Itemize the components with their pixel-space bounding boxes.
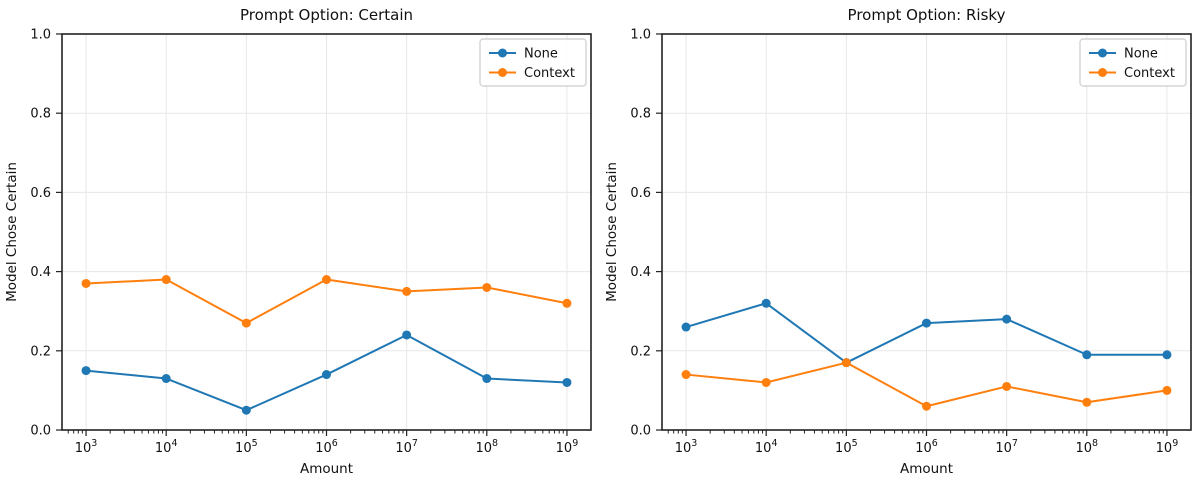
series-none: [681, 298, 1172, 368]
data-point-context: [841, 358, 851, 368]
x-tick-label: 104: [155, 438, 178, 456]
x-tick-label: 106: [915, 438, 938, 456]
series-context: [681, 358, 1172, 411]
data-point-context: [482, 282, 492, 292]
legend-label: None: [524, 47, 558, 62]
y-tick-label: 0.8: [630, 107, 651, 122]
data-point-none: [322, 370, 331, 380]
x-tick-label: 105: [835, 438, 858, 456]
x-tick-label: 109: [1156, 438, 1179, 456]
data-point-context: [1082, 397, 1092, 407]
y-tick-label: 0.0: [630, 424, 651, 439]
data-point-context: [241, 318, 251, 328]
y-tick-labels: 0.0 0.2 0.4 0.6 0.8 1.0: [30, 28, 51, 439]
data-point-none: [81, 366, 91, 376]
x-tick-label: 107: [395, 438, 418, 456]
y-tick-label: 0.6: [630, 186, 651, 201]
y-tick-label: 1.0: [630, 28, 651, 43]
x-tick-labels: 103 104 105 106 107 108 109: [675, 438, 1179, 456]
data-point-context: [761, 377, 771, 387]
plot-risky: 0.0 0.2 0.4 0.6 0.8 1.0 103 104 105 106 107 108 109 P…: [604, 6, 1192, 477]
legend-label: Context: [524, 66, 575, 81]
x-tick-label: 105: [235, 438, 258, 456]
data-point-none: [161, 374, 171, 384]
data-point-context: [322, 275, 331, 285]
y-tick-label: 0.4: [630, 265, 651, 280]
series-context: [81, 275, 572, 328]
data-point-context: [681, 370, 691, 380]
data-point-none: [761, 298, 771, 308]
grid-lines: [662, 33, 1191, 431]
plot-title: Prompt Option: Risky: [848, 6, 1006, 24]
legend-sample-marker: [498, 68, 507, 77]
x-tick-label: 109: [556, 438, 579, 456]
axis-ticks: [656, 33, 1168, 436]
data-point-none: [241, 405, 251, 415]
x-tick-label: 103: [75, 438, 98, 456]
data-point-context: [562, 298, 572, 308]
y-tick-label: 1.0: [30, 28, 51, 43]
legend-sample-marker: [498, 48, 507, 58]
data-point-none: [1002, 314, 1012, 324]
data-point-none: [681, 322, 691, 332]
legend-label: None: [1124, 47, 1158, 62]
subplot-certain: 0.0 0.2 0.4 0.6 0.8 1.0 103 104 105 106 107 108 109 P…: [4, 6, 592, 477]
y-tick-label: 0.2: [630, 344, 651, 359]
x-axis-label: Amount: [300, 461, 353, 477]
data-point-none: [1082, 350, 1092, 360]
x-tick-label: 106: [315, 438, 338, 456]
y-axis-label: Model Chose Certain: [604, 162, 620, 302]
x-tick-label: 108: [1076, 438, 1099, 456]
data-point-context: [81, 278, 91, 288]
x-tick-label: 103: [675, 438, 698, 456]
y-tick-label: 0.0: [30, 424, 51, 439]
y-tick-label: 0.6: [30, 186, 51, 201]
data-point-none: [922, 318, 931, 328]
y-tick-labels: 0.0 0.2 0.4 0.6 0.8 1.0: [630, 28, 651, 439]
x-tick-label: 108: [476, 438, 499, 456]
subplot-risky: 0.0 0.2 0.4 0.6 0.8 1.0 103 104 105 106 107 108 109 P…: [600, 0, 1200, 488]
data-point-context: [922, 401, 931, 411]
data-point-context: [402, 286, 412, 296]
plot-certain: 0.0 0.2 0.4 0.6 0.8 1.0 103 104 105 106 107 108 109 P…: [4, 6, 592, 477]
data-point-context: [1002, 381, 1012, 391]
legend-sample-marker: [1098, 68, 1107, 77]
legend-label: Context: [1124, 66, 1175, 81]
legend: None Context: [1079, 38, 1187, 87]
data-point-none: [562, 377, 572, 387]
data-point-none: [402, 330, 412, 340]
legend: None Context: [479, 38, 587, 87]
x-tick-labels: 103 104 105 106 107 108 109: [75, 438, 579, 456]
x-tick-label: 107: [995, 438, 1018, 456]
legend-sample-marker: [1098, 48, 1107, 58]
data-point-context: [1162, 385, 1172, 395]
x-tick-label: 104: [755, 438, 778, 456]
y-tick-label: 0.4: [30, 265, 51, 280]
y-tick-label: 0.8: [30, 107, 51, 122]
data-point-none: [1162, 350, 1172, 360]
x-axis-label: Amount: [900, 461, 953, 477]
y-axis-label: Model Chose Certain: [4, 162, 20, 302]
plot-title: Prompt Option: Certain: [240, 6, 413, 24]
series-none: [81, 330, 572, 415]
data-point-context: [161, 275, 171, 285]
y-tick-label: 0.2: [30, 344, 51, 359]
data-point-none: [482, 374, 492, 384]
axis-ticks: [56, 33, 568, 436]
